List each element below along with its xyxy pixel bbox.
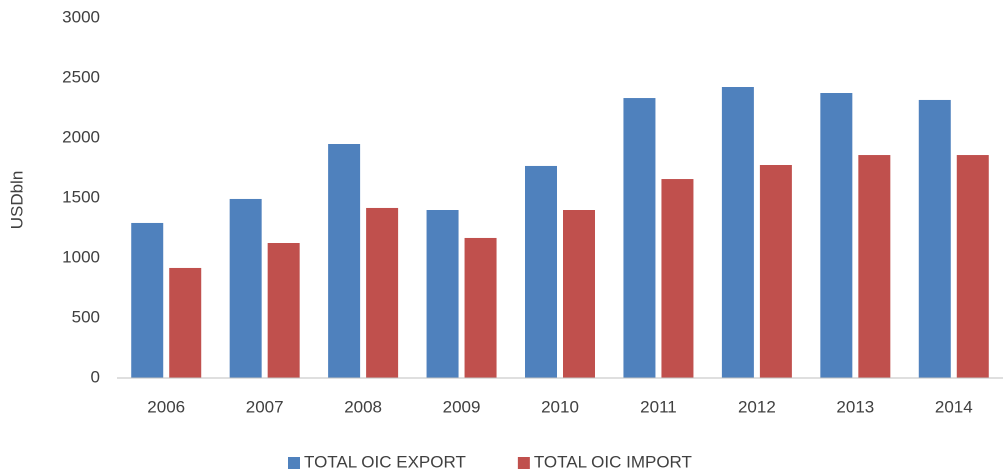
bar bbox=[169, 267, 202, 378]
bar bbox=[267, 243, 300, 378]
bar bbox=[131, 222, 164, 378]
bar bbox=[229, 198, 262, 378]
bar bbox=[328, 144, 361, 378]
x-tick-label: 2012 bbox=[738, 397, 776, 416]
legend-label: TOTAL OIC EXPORT bbox=[304, 452, 466, 471]
x-tick-label: 2011 bbox=[640, 397, 677, 416]
bar bbox=[661, 179, 694, 378]
bar bbox=[426, 210, 459, 378]
x-tick-label: 2009 bbox=[443, 397, 481, 416]
bar bbox=[918, 99, 951, 379]
bar bbox=[366, 207, 399, 378]
y-tick-label: 2000 bbox=[62, 127, 100, 146]
y-tick-label: 3000 bbox=[62, 7, 100, 26]
y-tick-label: 500 bbox=[72, 307, 100, 326]
x-tick-label: 2014 bbox=[935, 397, 973, 416]
bar bbox=[820, 93, 853, 378]
y-tick-label: 1500 bbox=[62, 187, 100, 206]
bar bbox=[525, 165, 557, 378]
x-tick-label: 2008 bbox=[344, 397, 382, 416]
x-tick-label: 2007 bbox=[246, 397, 284, 416]
y-tick-label: 0 bbox=[91, 367, 100, 386]
bar bbox=[721, 87, 754, 378]
x-tick-label: 2010 bbox=[541, 397, 579, 416]
x-tick-label: 2006 bbox=[147, 397, 185, 416]
bar bbox=[623, 98, 656, 378]
y-tick-label: 2500 bbox=[62, 67, 100, 86]
bar bbox=[464, 237, 497, 378]
bar bbox=[956, 155, 989, 378]
legend-swatch bbox=[288, 457, 300, 469]
bar bbox=[759, 165, 792, 378]
legend-label: TOTAL OIC IMPORT bbox=[534, 452, 692, 471]
legend-swatch bbox=[517, 457, 530, 469]
x-tick-label: 2013 bbox=[836, 397, 874, 416]
bar bbox=[563, 210, 595, 378]
y-tick-label: 1000 bbox=[62, 247, 100, 266]
bar bbox=[858, 155, 891, 378]
y-axis-title: USDbln bbox=[7, 171, 26, 230]
